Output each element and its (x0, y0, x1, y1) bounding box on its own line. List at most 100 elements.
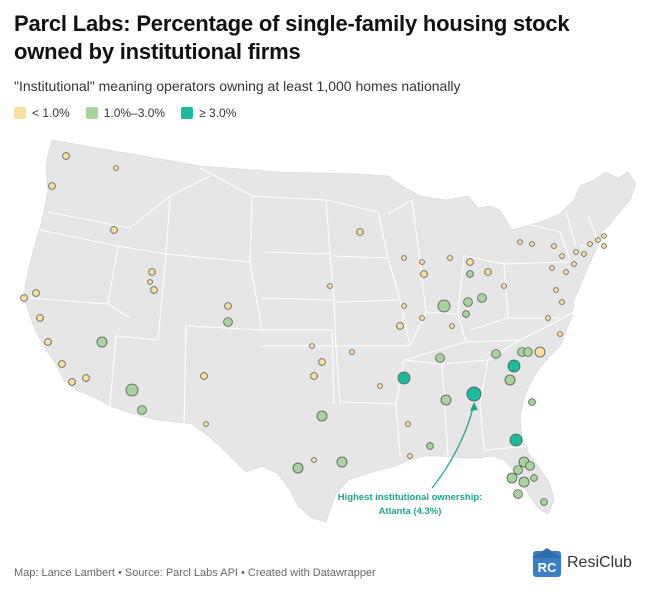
marker-low[interactable] (551, 243, 557, 249)
marker-mid[interactable] (513, 465, 523, 475)
marker-low[interactable] (377, 383, 383, 389)
marker-mid[interactable] (463, 297, 473, 307)
marker-mid[interactable] (440, 394, 452, 406)
map-subtitle: "Institutional" meaning operators owning… (14, 78, 461, 94)
marker-low[interactable] (58, 360, 66, 368)
marker-low[interactable] (110, 226, 118, 234)
marker-low[interactable] (557, 331, 563, 337)
marker-high[interactable] (509, 433, 523, 447)
legend-item-mid: 1.0%–3.0% (85, 106, 166, 120)
marker-mid[interactable] (506, 472, 518, 484)
marker-low[interactable] (559, 253, 565, 259)
marker-low[interactable] (534, 346, 546, 358)
marker-low[interactable] (571, 261, 577, 267)
annotation-arrow (431, 403, 475, 489)
marker-mid[interactable] (523, 347, 533, 357)
marker-low[interactable] (62, 152, 70, 160)
marker-low[interactable] (32, 289, 40, 297)
legend-item-low: < 1.0% (14, 106, 70, 120)
brand-logo: RC ResiClub (532, 548, 632, 578)
marker-mid[interactable] (504, 374, 516, 386)
marker-low[interactable] (356, 228, 364, 236)
marker-mid[interactable] (437, 299, 451, 313)
marker-low[interactable] (401, 303, 407, 309)
marker-mid[interactable] (125, 383, 139, 397)
resiclub-logo-icon: RC (532, 548, 562, 577)
marker-low[interactable] (113, 165, 119, 171)
marker-low[interactable] (44, 338, 52, 346)
marker-high[interactable] (397, 371, 411, 385)
marker-mid[interactable] (528, 398, 536, 406)
marker-mid[interactable] (525, 461, 535, 471)
legend-swatch-high (181, 107, 194, 119)
marker-low[interactable] (449, 323, 455, 329)
footer-credit: Map: Lance Lambert • Source: Parcl Labs … (14, 567, 376, 579)
marker-low[interactable] (419, 315, 425, 321)
marker-low[interactable] (573, 249, 579, 255)
legend-label-mid: 1.0%–3.0% (103, 106, 166, 120)
marker-low[interactable] (147, 279, 153, 285)
marker-mid[interactable] (316, 410, 328, 422)
marker-mid[interactable] (518, 476, 530, 488)
marker-low[interactable] (148, 268, 156, 276)
marker-mid[interactable] (540, 498, 548, 506)
marker-low[interactable] (310, 372, 318, 380)
marker-low[interactable] (68, 378, 76, 386)
marker-low[interactable] (407, 453, 413, 459)
marker-low[interactable] (349, 349, 355, 355)
us-map: Highest institutional ownership: Atlanta… (20, 139, 637, 523)
marker-low[interactable] (419, 259, 425, 265)
marker-low[interactable] (420, 270, 428, 278)
marker-mid[interactable] (491, 349, 501, 359)
marker-mid[interactable] (336, 456, 348, 468)
marker-low[interactable] (601, 233, 607, 239)
legend-swatch-low (14, 107, 26, 119)
marker-low[interactable] (466, 258, 474, 266)
marker-low[interactable] (203, 421, 209, 427)
marker-mid[interactable] (223, 317, 233, 327)
marker-low[interactable] (581, 251, 587, 257)
marker-mid[interactable] (435, 353, 445, 363)
marker-low[interactable] (559, 299, 565, 305)
marker-low[interactable] (150, 286, 158, 294)
marker-low[interactable] (529, 241, 535, 247)
marker-mid[interactable] (466, 270, 474, 278)
marker-mid[interactable] (137, 405, 147, 415)
marker-low[interactable] (36, 314, 44, 322)
legend-label-high: ≥ 3.0% (199, 106, 237, 120)
marker-low[interactable] (224, 302, 232, 310)
marker-low[interactable] (447, 255, 453, 261)
marker-mid[interactable] (426, 442, 434, 450)
marker-low[interactable] (200, 372, 208, 380)
annotation-arrowhead (470, 402, 478, 411)
marker-mid[interactable] (513, 489, 523, 499)
marker-high[interactable] (466, 386, 482, 402)
marker-low[interactable] (327, 283, 333, 289)
marker-low[interactable] (517, 239, 523, 245)
marker-low[interactable] (484, 268, 492, 276)
marker-low[interactable] (309, 343, 315, 349)
legend: < 1.0% 1.0%–3.0% ≥ 3.0% (14, 106, 252, 120)
marker-low[interactable] (601, 243, 607, 249)
marker-low[interactable] (48, 182, 56, 190)
marker-mid[interactable] (96, 336, 108, 348)
marker-high[interactable] (507, 359, 521, 373)
marker-low[interactable] (396, 322, 404, 330)
marker-low[interactable] (311, 457, 317, 463)
marker-low[interactable] (563, 269, 569, 275)
marker-low[interactable] (318, 358, 326, 366)
marker-low[interactable] (401, 255, 407, 261)
marker-mid[interactable] (462, 310, 470, 318)
marker-low[interactable] (549, 265, 555, 271)
marker-mid[interactable] (530, 474, 538, 482)
marker-low[interactable] (595, 237, 601, 243)
marker-low[interactable] (587, 241, 593, 247)
marker-low[interactable] (405, 421, 411, 427)
marker-low[interactable] (545, 315, 551, 321)
marker-low[interactable] (20, 294, 28, 302)
marker-mid[interactable] (292, 462, 304, 474)
marker-mid[interactable] (477, 293, 487, 303)
marker-low[interactable] (501, 283, 507, 289)
marker-low[interactable] (82, 374, 90, 382)
marker-low[interactable] (553, 287, 559, 293)
